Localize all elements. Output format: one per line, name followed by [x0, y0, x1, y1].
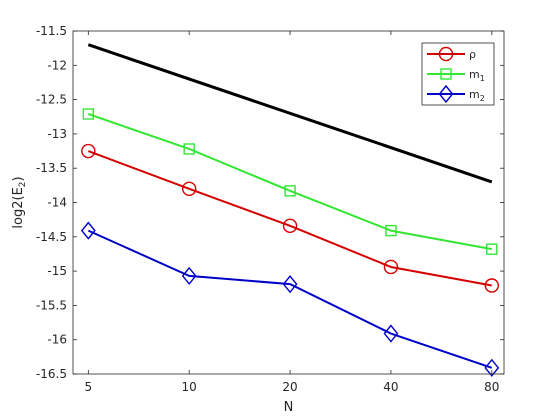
- legend-marker: [438, 84, 454, 104]
- series-line: [87, 150, 492, 287]
- series-line: [87, 229, 493, 369]
- legend-label: m1: [469, 68, 485, 83]
- data-point: [284, 185, 296, 197]
- data-point: [282, 275, 298, 294]
- series-3: [80, 221, 500, 377]
- data-point: [282, 218, 298, 234]
- legend: ρ m1 m2: [421, 42, 495, 106]
- series-line: [88, 113, 492, 251]
- data-point: [80, 221, 96, 240]
- y-tick-label: -13.5: [36, 161, 67, 175]
- x-tick-label: 80: [484, 380, 499, 394]
- y-tick-label: -16.5: [36, 367, 67, 381]
- axes-layer: 5 10 20 40 80 -16.5 -16 -15.5 -15 -14.5 -14 -13.5 -1…: [36, 24, 505, 394]
- legend-item: ρ: [427, 46, 476, 62]
- series-1: [81, 143, 499, 293]
- y-tick-label: -12: [47, 58, 67, 72]
- y-tick-label: -15.5: [36, 298, 67, 312]
- y-tick-label: -12.5: [36, 93, 67, 107]
- x-axis-label: N: [284, 400, 294, 415]
- y-tick-label: -14.5: [36, 230, 67, 244]
- data-point: [181, 181, 197, 196]
- data-point: [484, 358, 500, 377]
- x-tick-label: 20: [282, 380, 297, 394]
- legend-item: m1: [427, 68, 485, 83]
- x-tick-label: 10: [182, 380, 197, 394]
- data-point: [82, 108, 95, 120]
- data-point: [181, 266, 197, 286]
- data-point: [484, 278, 499, 293]
- y-tick-label: -14: [47, 196, 67, 210]
- y-axis-label: log2(E2): [11, 176, 28, 228]
- legend-label: ρ: [469, 48, 476, 61]
- legend-item: m2: [427, 84, 485, 104]
- legend-marker: [440, 68, 452, 80]
- series-layer: [80, 43, 500, 377]
- y-tick-label: -15: [47, 264, 67, 278]
- y-tick-label: -11.5: [36, 24, 67, 38]
- series-2: [82, 108, 498, 255]
- data-point: [385, 224, 397, 237]
- data-point: [383, 324, 399, 343]
- data-point: [383, 259, 399, 275]
- y-tick-label: -13: [47, 127, 67, 141]
- x-tick-label: 40: [383, 380, 398, 394]
- y-tick-label: -16: [47, 333, 67, 347]
- data-point: [486, 243, 498, 255]
- legend-marker: [438, 46, 454, 62]
- data-point: [81, 143, 96, 159]
- x-tick-label: 5: [85, 380, 93, 394]
- legend-label: m2: [469, 88, 485, 103]
- data-point: [183, 143, 195, 155]
- reference-slope-line: [87, 43, 493, 184]
